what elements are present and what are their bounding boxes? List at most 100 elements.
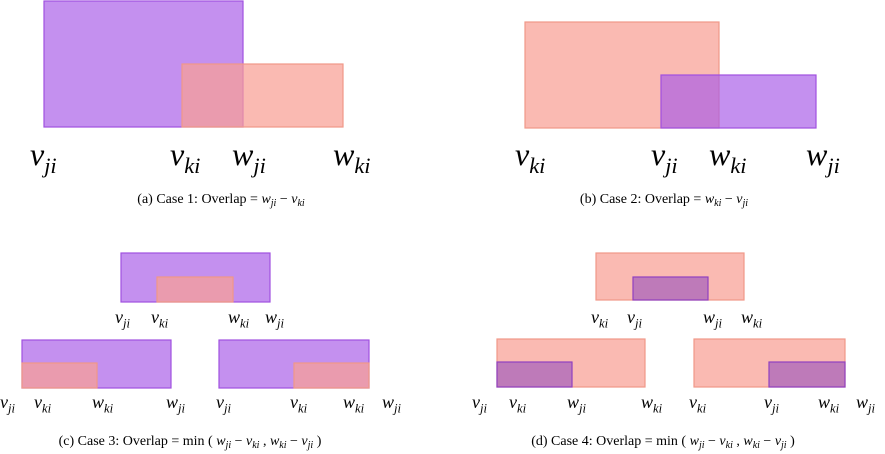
variable: w (333, 136, 355, 172)
subscript: ki (599, 316, 609, 330)
operator: ) (317, 434, 322, 449)
endpoint-label: wji​ (382, 392, 402, 415)
variable: v (170, 136, 185, 172)
operator: − (763, 434, 771, 449)
subscript: ki (159, 316, 169, 330)
variable: v (591, 307, 599, 327)
subscript: ji (741, 198, 749, 209)
endpoint-label: wki​ (818, 392, 840, 415)
operator: − (708, 434, 716, 449)
variable: v (216, 392, 224, 412)
endpoint-label: wji​ (232, 136, 266, 178)
interval-j (496, 361, 573, 388)
operator: − (290, 434, 298, 449)
subscript: ji (222, 401, 231, 415)
caption: (a) Case 1: Overlap = wji​ − vki​ (137, 192, 305, 209)
variable: w (166, 392, 178, 412)
interval-k (21, 362, 98, 389)
endpoint-label: wji​ (166, 392, 186, 415)
variable: v (246, 434, 253, 449)
variable: w (232, 136, 254, 172)
subscript: ki (42, 401, 52, 415)
operator: ( (208, 434, 213, 449)
variable: v (764, 392, 772, 412)
caption: (c) Case 3: Overlap = min ( wji​ − vki​ … (59, 434, 322, 451)
operator: ( (681, 434, 686, 449)
subscript: ki (355, 401, 365, 415)
subscript: ji (770, 401, 779, 415)
subscript: ki (252, 440, 259, 451)
subscript: ki (653, 401, 663, 415)
subscript: ji (250, 153, 265, 178)
caption: (d) Case 4: Overlap = min ( wji​ − vki​ … (531, 434, 795, 451)
subscript: ji (633, 316, 642, 330)
subscript: ki (298, 401, 308, 415)
endpoint-label: vki​ (290, 392, 308, 415)
variable: v (736, 192, 743, 207)
endpoint-label: vji​ (472, 392, 487, 415)
subscript: ji (866, 401, 875, 415)
operator: , (263, 434, 267, 449)
variable: w (92, 392, 104, 412)
subscript: ki (753, 316, 763, 330)
variable: w (856, 392, 868, 412)
operator: min (183, 434, 205, 449)
variable: v (30, 136, 45, 172)
variable: v (509, 392, 517, 412)
variable: v (34, 392, 42, 412)
variable: w (382, 392, 394, 412)
operator: − (235, 434, 243, 449)
endpoint-label: wji​ (703, 307, 723, 330)
subscript: ki (730, 153, 746, 178)
endpoint-label: vji​ (115, 307, 130, 330)
endpoint-label: wki​ (92, 392, 114, 415)
operator: , (736, 434, 740, 449)
interval-k (293, 362, 370, 389)
subscript: ki (354, 153, 370, 178)
variable: w (261, 192, 271, 207)
endpoint-label: vki​ (34, 392, 52, 415)
subscript: ki (517, 401, 527, 415)
variable: v (719, 434, 726, 449)
variable: v (472, 392, 480, 412)
variable: v (775, 434, 782, 449)
variable: w (743, 434, 753, 449)
endpoint-label: vki​ (170, 136, 200, 178)
operator: − (725, 192, 733, 207)
endpoint-label: wki​ (641, 392, 663, 415)
operator: ) (790, 434, 795, 449)
subscript: ji (478, 401, 487, 415)
endpoint-label: vki​ (509, 392, 527, 415)
subscript: ji (6, 401, 15, 415)
subscript: ji (697, 440, 705, 451)
subscript: ki (240, 316, 250, 330)
variable: v (301, 434, 308, 449)
endpoint-label: wki​ (333, 136, 371, 178)
endpoint-label: vki​ (591, 307, 609, 330)
variable: w (705, 192, 715, 207)
interval-j (768, 361, 846, 388)
interval-j (660, 74, 817, 129)
caption-text: (a) Case 1: Overlap = (137, 192, 258, 207)
endpoint-label: wki​ (343, 392, 365, 415)
endpoint-label: vji​ (0, 392, 15, 415)
subscript: ji (662, 153, 677, 178)
subscript: ki (279, 440, 286, 451)
interval-j (632, 276, 709, 301)
variable: v (151, 307, 159, 327)
subscript: ki (104, 401, 114, 415)
endpoint-label: wki​ (741, 307, 763, 330)
subscript: ki (297, 198, 304, 209)
endpoint-label: vji​ (651, 136, 678, 178)
subscript: ji (176, 401, 185, 415)
interval-k (181, 63, 344, 128)
subscript: ji (121, 316, 130, 330)
endpoint-label: wki​ (709, 136, 747, 178)
variable: v (115, 307, 123, 327)
subscript: ki (830, 401, 840, 415)
variable: w (567, 392, 579, 412)
subscript: ji (269, 198, 277, 209)
subscript: ji (713, 316, 722, 330)
variable: w (641, 392, 653, 412)
variable: w (709, 136, 731, 172)
